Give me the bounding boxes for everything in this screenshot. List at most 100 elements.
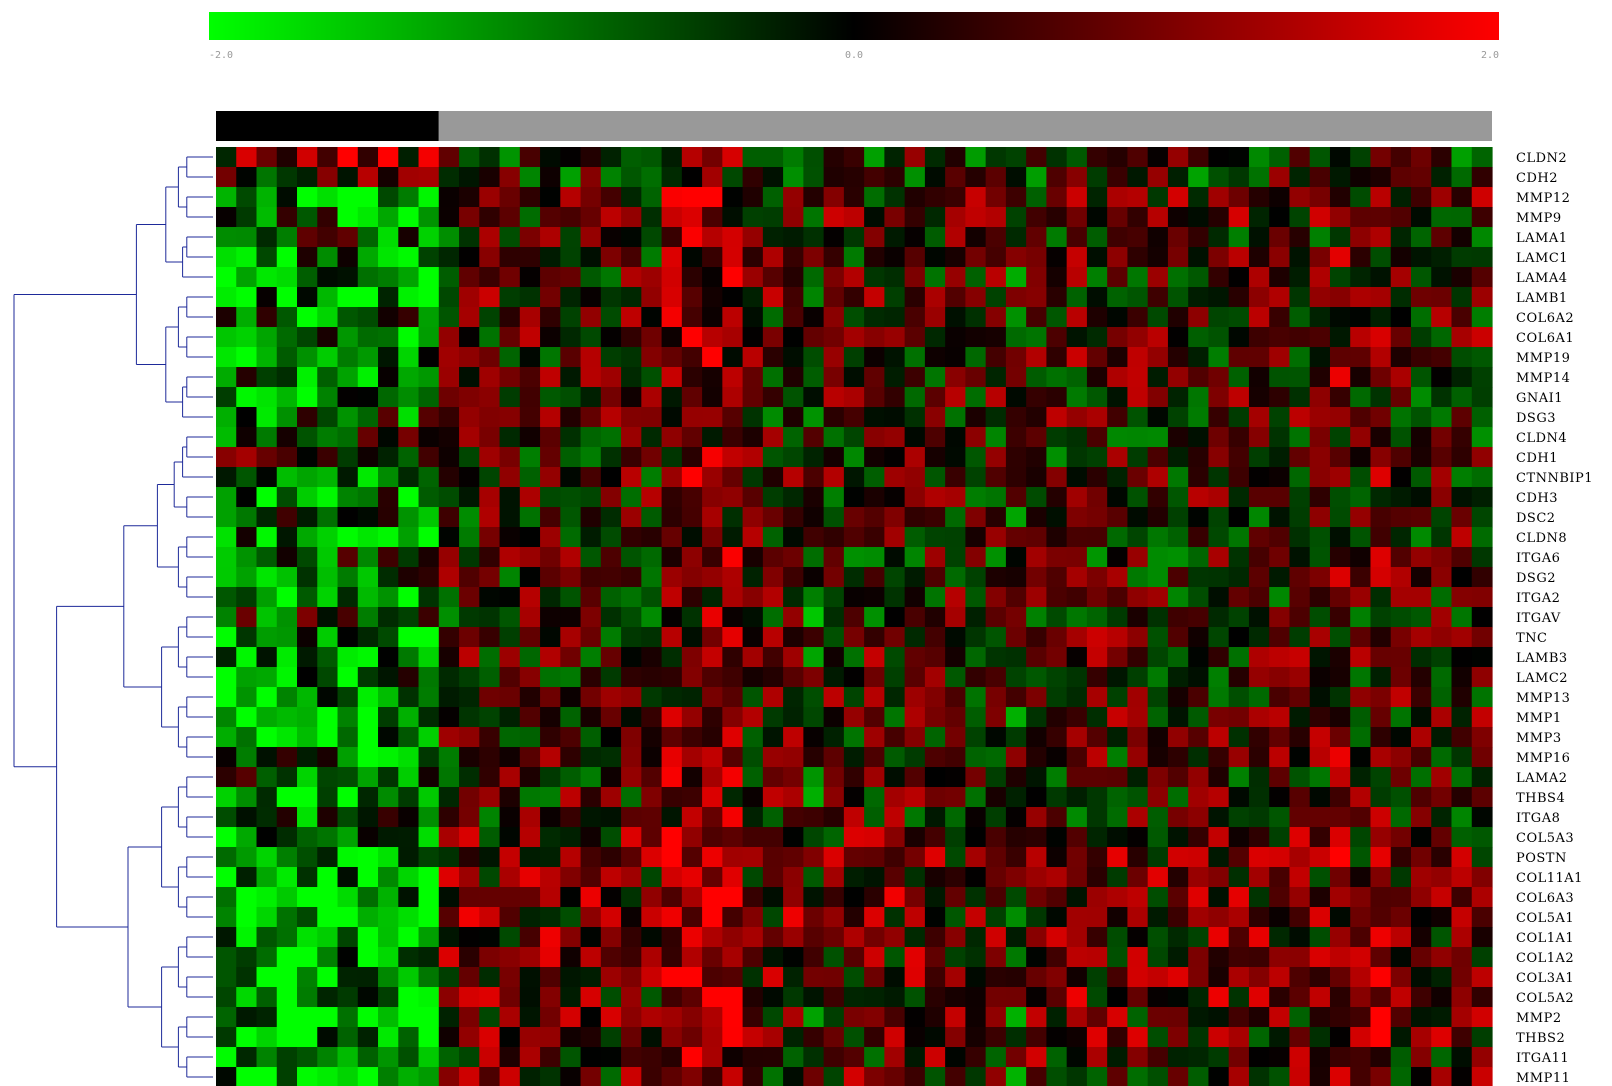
heatmap-cell xyxy=(1026,907,1048,928)
heatmap-cell xyxy=(438,1067,460,1086)
heatmap-cell xyxy=(1228,607,1250,628)
heatmap-cell xyxy=(904,607,926,628)
heatmap-cell xyxy=(1289,787,1311,808)
heatmap-cell xyxy=(1208,747,1230,768)
heatmap-cell xyxy=(479,507,501,528)
heatmap-cell xyxy=(236,807,258,828)
heatmap-cell xyxy=(621,607,642,628)
heatmap-cell xyxy=(1188,447,1210,468)
heatmap-cell xyxy=(1370,667,1392,688)
heatmap-cell xyxy=(1329,1067,1351,1086)
heatmap-cell xyxy=(357,747,379,768)
heatmap-cell xyxy=(702,827,723,848)
heatmap-cell xyxy=(216,407,237,428)
heatmap-cell xyxy=(1350,847,1372,868)
heatmap-cell xyxy=(945,767,966,788)
heatmap-cell xyxy=(519,547,541,568)
heatmap-cell xyxy=(803,907,825,928)
heatmap-cell xyxy=(398,747,420,768)
heatmap-cell xyxy=(418,347,440,368)
heatmap-cell xyxy=(1005,267,1027,288)
heatmap-cell xyxy=(580,287,602,308)
heatmap-cell xyxy=(479,327,501,348)
heatmap-cell xyxy=(1107,487,1129,508)
heatmap-cell xyxy=(580,987,602,1008)
heatmap-cell xyxy=(1107,987,1129,1008)
heatmap-cell xyxy=(1471,647,1493,668)
heatmap-cell xyxy=(1127,287,1149,308)
heatmap-cell xyxy=(1107,1007,1129,1028)
heatmap-cell xyxy=(722,1027,744,1048)
heatmap-cell xyxy=(256,707,278,728)
heatmap-cell xyxy=(681,807,703,828)
heatmap-cell xyxy=(1350,287,1372,308)
heatmap-cell xyxy=(945,427,966,448)
heatmap-cell xyxy=(924,447,946,468)
heatmap-cell xyxy=(702,147,723,168)
heatmap-cell xyxy=(1147,727,1169,748)
heatmap-cell xyxy=(702,927,723,948)
heatmap-cell xyxy=(742,707,764,728)
heatmap-cell xyxy=(580,887,602,908)
heatmap-cell xyxy=(1147,1067,1169,1086)
heatmap-cell xyxy=(276,187,298,208)
heatmap-cell xyxy=(722,187,744,208)
heatmap-cell xyxy=(1350,247,1372,268)
heatmap-cell xyxy=(823,607,845,628)
heatmap-cell xyxy=(1127,727,1149,748)
heatmap-cell xyxy=(1269,947,1291,968)
heatmap-cell xyxy=(904,167,926,188)
heatmap-cell xyxy=(499,727,521,748)
heatmap-cell xyxy=(1289,627,1311,648)
heatmap-cell xyxy=(1289,407,1311,428)
heatmap-cell xyxy=(1289,467,1311,488)
heatmap-cell xyxy=(276,267,298,288)
heatmap-cell xyxy=(722,267,744,288)
heatmap-cell xyxy=(276,767,298,788)
heatmap-cell xyxy=(317,207,339,228)
heatmap-cell xyxy=(1248,327,1270,348)
heatmap-cell xyxy=(540,847,561,868)
heatmap-cell xyxy=(1086,407,1108,428)
gene-label: ITGAV xyxy=(1516,611,1561,626)
heatmap-cell xyxy=(783,407,804,428)
heatmap-cell xyxy=(965,967,987,988)
heatmap-cell xyxy=(843,227,865,248)
heatmap-cell xyxy=(1188,287,1210,308)
heatmap-cell xyxy=(519,287,541,308)
heatmap-cell xyxy=(276,747,298,768)
heatmap-cell xyxy=(1005,367,1027,388)
heatmap-cell xyxy=(418,827,440,848)
heatmap-cell xyxy=(1046,367,1068,388)
heatmap-cell xyxy=(945,527,966,548)
heatmap-cell xyxy=(1107,787,1129,808)
gene-label: CDH3 xyxy=(1516,491,1558,506)
heatmap-cell xyxy=(1046,827,1068,848)
heatmap-cell xyxy=(722,567,744,588)
heatmap-cell xyxy=(1269,227,1291,248)
heatmap-cell xyxy=(681,747,703,768)
heatmap-cell xyxy=(479,787,501,808)
heatmap-cell xyxy=(1410,147,1432,168)
heatmap-cell xyxy=(985,767,1007,788)
heatmap-cell xyxy=(479,887,501,908)
heatmap-cell xyxy=(702,387,723,408)
heatmap-cell xyxy=(499,447,521,468)
heatmap-cell xyxy=(1248,527,1270,548)
heatmap-cell xyxy=(236,587,258,608)
heatmap-cell xyxy=(317,627,339,648)
heatmap-cell xyxy=(1066,487,1088,508)
heatmap-cell xyxy=(742,807,764,828)
heatmap-cell xyxy=(864,507,885,528)
heatmap-cell xyxy=(1066,447,1088,468)
heatmap-cell xyxy=(1147,447,1169,468)
heatmap-cell xyxy=(1309,647,1331,668)
heatmap-cell xyxy=(843,367,865,388)
heatmap-cell xyxy=(621,1027,642,1048)
heatmap-cell xyxy=(1167,567,1189,588)
heatmap-cell xyxy=(1248,307,1270,328)
heatmap-cell xyxy=(540,907,561,928)
heatmap-cell xyxy=(681,307,703,328)
heatmap-cell xyxy=(560,727,582,748)
heatmap-cell xyxy=(1451,167,1473,188)
